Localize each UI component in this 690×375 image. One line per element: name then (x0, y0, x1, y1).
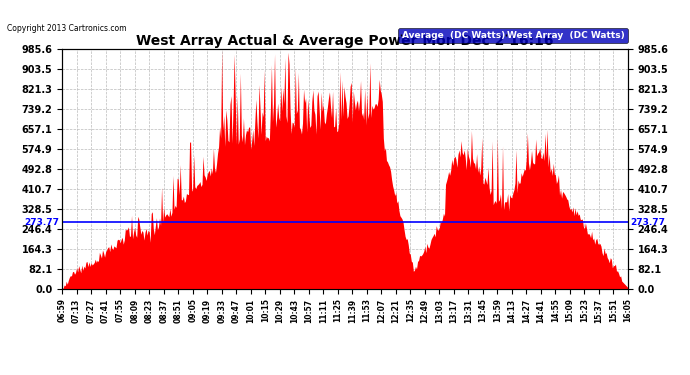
Title: West Array Actual & Average Power Mon Dec 2 16:16: West Array Actual & Average Power Mon De… (136, 34, 554, 48)
Text: 273.77: 273.77 (631, 217, 666, 226)
Text: 273.77: 273.77 (24, 217, 59, 226)
Text: Copyright 2013 Cartronics.com: Copyright 2013 Cartronics.com (7, 24, 126, 33)
Legend: Average  (DC Watts), West Array  (DC Watts): Average (DC Watts), West Array (DC Watts… (398, 28, 628, 43)
